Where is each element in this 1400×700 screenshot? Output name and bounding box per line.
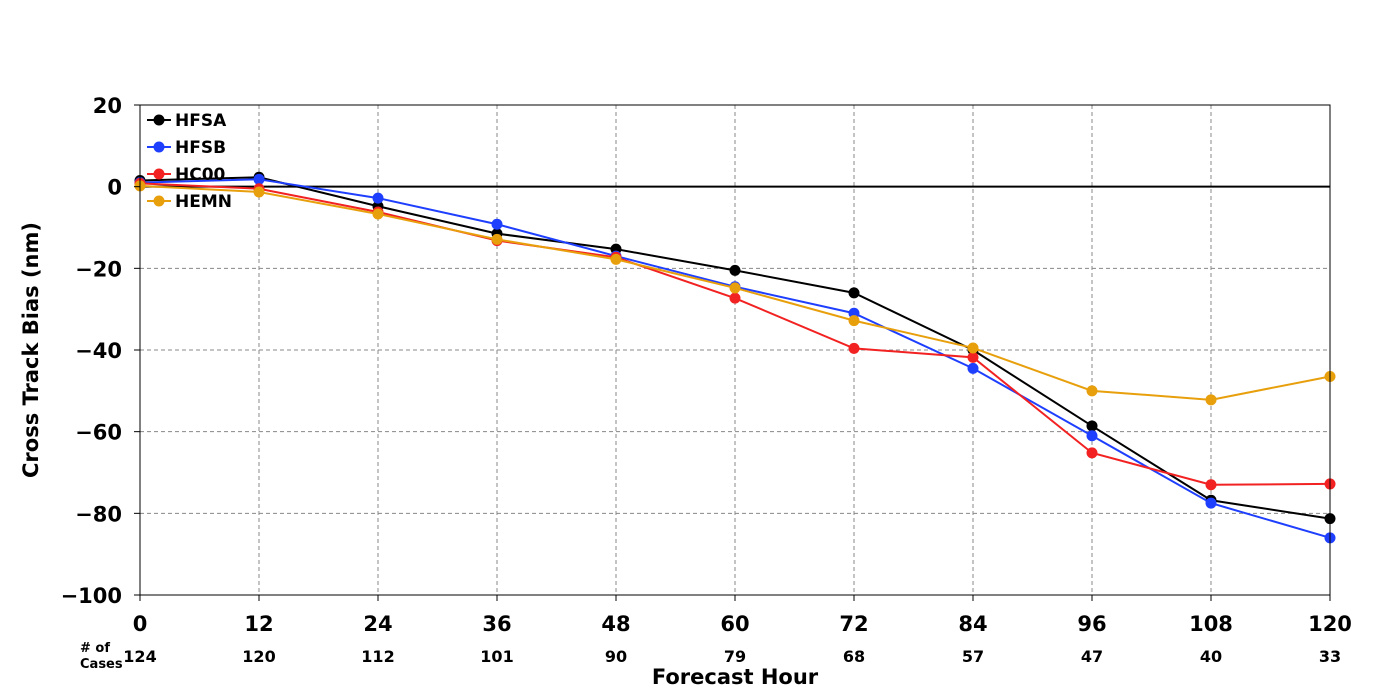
x-tick-label: 60: [720, 612, 749, 636]
case-count-label: 40: [1200, 647, 1222, 666]
data-point-hfsb: [967, 362, 979, 374]
case-count-label: 33: [1319, 647, 1341, 666]
legend-label-hfsb: HFSB: [175, 138, 226, 158]
data-point-hemn: [967, 342, 979, 354]
y-tick-label: −80: [75, 502, 122, 526]
cases-title-line2: Cases: [80, 657, 123, 672]
data-point-hemn: [372, 208, 384, 220]
x-tick-label: 120: [1308, 612, 1352, 636]
data-point-hc00: [729, 292, 741, 304]
legend-marker-hc00: [153, 168, 165, 180]
data-point-hemn: [610, 253, 622, 265]
x-tick-label: 0: [133, 612, 148, 636]
legend-label-hemn: HEMN: [175, 192, 232, 212]
legend-marker-hfsb: [153, 141, 165, 153]
y-tick-label: 20: [93, 94, 122, 118]
x-tick-label: 12: [244, 612, 273, 636]
case-count-label: 112: [361, 647, 394, 666]
legend-label-hc00: HC00: [175, 165, 226, 185]
legend: HFSA HFSB HC00 HEMN: [147, 111, 232, 212]
data-point-hemn: [1086, 385, 1098, 397]
cases-title-line1: # of: [80, 641, 110, 656]
data-point-hemn: [848, 315, 860, 327]
grid: [140, 105, 1330, 595]
data-point-hc00: [967, 351, 979, 363]
x-tick-label: 24: [363, 612, 392, 636]
y-tick-label: −60: [75, 421, 122, 445]
data-point-hfsb: [491, 218, 503, 230]
x-tick-label: 72: [839, 612, 868, 636]
data-point-hfsb: [1205, 497, 1217, 509]
data-point-hemn: [729, 282, 741, 294]
case-count-label: 90: [605, 647, 627, 666]
legend-marker-hemn: [153, 195, 165, 207]
case-count-label: 101: [480, 647, 513, 666]
data-point-hemn: [1205, 394, 1217, 406]
axes: 20 0 −20 −40 −60 −80 −100 0 124 12 120 24 112 36 101 48…: [61, 94, 1352, 666]
case-count-label: 47: [1081, 647, 1103, 666]
series-line-hc00: [139, 182, 1331, 486]
y-axis-label: Cross Track Bias (nm): [19, 222, 43, 478]
series-line-hfsa: [139, 176, 1331, 520]
legend-label-hfsa: HFSA: [175, 111, 227, 131]
data-point-hfsb: [253, 173, 265, 185]
data-point-hemn: [253, 186, 265, 198]
y-tick-label: 0: [107, 176, 122, 200]
data-point-hfsa: [1086, 420, 1098, 432]
case-count-label: 124: [123, 647, 156, 666]
x-axis-label: Forecast Hour: [652, 665, 819, 689]
data-point-hfsa: [729, 264, 741, 276]
case-count-label: 79: [724, 647, 746, 666]
x-tick-label: 96: [1077, 612, 1106, 636]
y-tick-label: −40: [75, 339, 122, 363]
data-point-hemn: [491, 233, 503, 245]
x-tick-label: 48: [601, 612, 630, 636]
data-point-hc00: [1205, 479, 1217, 491]
data-point-hfsb: [1086, 430, 1098, 442]
data-point-hfsb: [372, 192, 384, 204]
legend-marker-hfsa: [153, 114, 165, 126]
y-tick-label: −100: [61, 584, 122, 608]
x-tick-label: 84: [958, 612, 987, 636]
data-point-hc00: [1086, 447, 1098, 459]
case-count-label: 120: [242, 647, 275, 666]
data-point-hfsa: [848, 287, 860, 299]
data-point-hc00: [848, 342, 860, 354]
x-tick-label: 108: [1189, 612, 1233, 636]
case-count-label: 57: [962, 647, 984, 666]
y-tick-label: −20: [75, 257, 122, 281]
case-count-label: 68: [843, 647, 865, 666]
x-tick-label: 36: [482, 612, 511, 636]
series-lines: [134, 171, 1336, 544]
